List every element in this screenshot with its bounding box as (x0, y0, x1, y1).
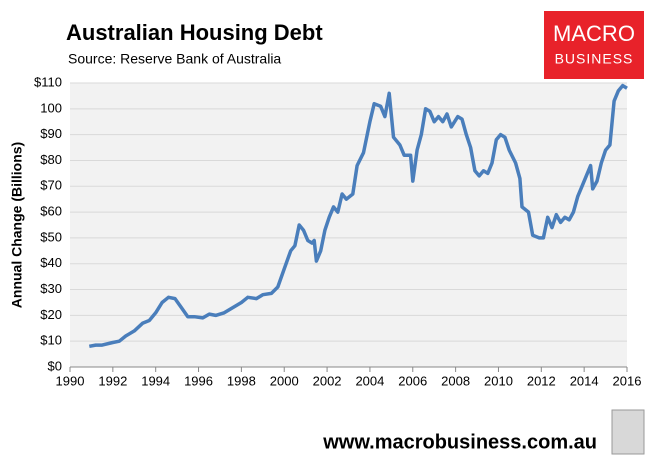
plot-area (70, 83, 627, 367)
chart-title: Australian Housing Debt (66, 20, 323, 45)
chart-subtitle: Source: Reserve Bank of Australia (68, 51, 281, 67)
x-tick-label: 1990 (56, 373, 85, 388)
website: www.macrobusiness.com.au (322, 431, 597, 453)
logo-icon (611, 409, 645, 455)
y-tick-label: $90 (40, 126, 62, 141)
y-tick-label: $10 (40, 333, 62, 348)
x-tick-label: 2002 (313, 373, 342, 388)
y-tick-label: $110 (34, 74, 62, 89)
y-tick-label: $50 (40, 229, 62, 244)
logo-box (544, 11, 644, 79)
x-tick-label: 2010 (484, 373, 513, 388)
x-tick-label: 2016 (613, 373, 642, 388)
x-tick-label: 2004 (355, 373, 384, 388)
data-line (88, 83, 628, 349)
y-tick-label: $30 (40, 281, 62, 296)
y-tick-label: $20 (40, 307, 62, 322)
logo-bottom: BUSINESS (555, 51, 634, 67)
x-tick-label: 1992 (98, 373, 127, 388)
y-tick-label: $60 (40, 204, 62, 219)
y-axis-label: Annual Change (Billions) (9, 142, 25, 308)
y-tick-label: $70 (40, 178, 62, 193)
y-tick-label: $0 (48, 358, 62, 373)
x-tick-label: 2006 (398, 373, 427, 388)
x-tick-label: 1994 (141, 373, 170, 388)
y-tick-label: $80 (40, 152, 62, 167)
x-tick-label: 2000 (270, 373, 299, 388)
x-tick-label: 2008 (441, 373, 470, 388)
y-tick-label: 100 (40, 100, 62, 115)
y-tick-label: $40 (40, 255, 62, 270)
x-tick-label: 2014 (570, 373, 599, 388)
x-tick-label: 1996 (184, 373, 213, 388)
x-tick-label: 2012 (527, 373, 556, 388)
x-tick-label: 1998 (227, 373, 256, 388)
logo-top: MACRO (553, 21, 635, 46)
